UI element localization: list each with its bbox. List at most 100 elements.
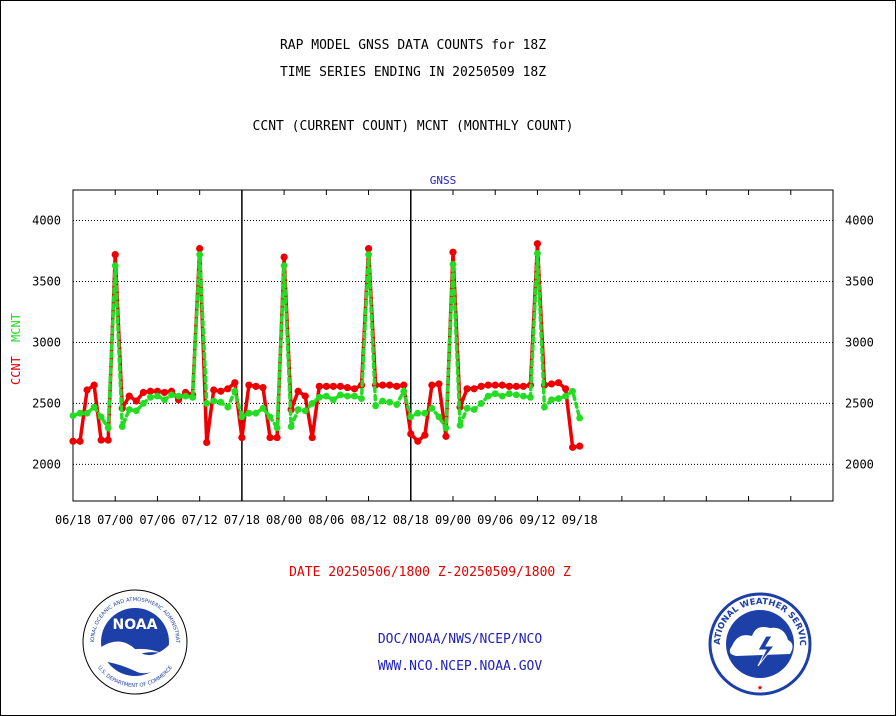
x-tick-label: 09/12 — [519, 513, 555, 527]
ccnt-point — [428, 381, 436, 389]
ccnt-point — [132, 397, 140, 405]
ccnt-point — [561, 385, 570, 393]
mcnt-point — [217, 398, 225, 406]
mcnt-point — [505, 390, 513, 398]
mcnt-point — [245, 409, 253, 417]
series-line-mcnt — [71, 253, 582, 434]
mcnt-point — [118, 423, 126, 431]
ccnt-point — [210, 386, 218, 394]
mcnt-point — [161, 396, 168, 404]
mcnt-point — [534, 250, 541, 257]
ccnt-point — [301, 392, 309, 400]
ccnt-point — [83, 386, 91, 394]
website-link[interactable]: WWW.NCO.NCEP.NOAA.GOV — [377, 659, 543, 674]
chart-title-line3: CCNT (CURRENT COUNT) MCNT (MONTHLY COUNT… — [252, 119, 574, 134]
mcnt-point — [83, 409, 91, 417]
y-axis-label-ccnt: CCNT — [9, 356, 23, 385]
x-tick-label: 08/06 — [308, 513, 344, 527]
ccnt-point — [393, 382, 401, 390]
series-line-ccnt — [73, 241, 580, 450]
y-tick-label-left: 2000 — [32, 457, 61, 471]
mcnt-point — [97, 413, 105, 421]
mcnt-point — [315, 393, 323, 401]
mcnt-point — [294, 406, 302, 413]
ccnt-point — [76, 437, 84, 445]
x-tick-label: 09/18 — [562, 513, 598, 527]
org-path-link[interactable]: DOC/NOAA/NWS/NCEP/NCO — [377, 632, 543, 647]
mcnt-point — [287, 423, 295, 431]
ccnt-point — [449, 248, 457, 256]
ccnt-point — [547, 380, 556, 388]
ccnt-point — [576, 442, 584, 450]
x-tick-label: 07/06 — [139, 513, 175, 527]
mcnt-point — [76, 409, 84, 417]
mcnt-point — [428, 404, 436, 412]
mcnt-point — [196, 251, 204, 259]
mcnt-point — [442, 424, 450, 432]
mcnt-point — [414, 409, 422, 417]
ccnt-point — [442, 432, 450, 440]
ccnt-point — [484, 381, 492, 389]
mcnt-point — [231, 387, 239, 395]
x-tick-label: 07/00 — [97, 513, 133, 527]
ccnt-point — [407, 430, 415, 438]
mcnt-point — [527, 393, 534, 401]
ccnt-point — [322, 382, 330, 390]
ccnt-point — [69, 437, 77, 445]
y-tick-label-left: 3500 — [32, 274, 61, 288]
chart-title-line1: RAP MODEL GNSS DATA COUNTS for 18Z — [279, 38, 547, 53]
y-axis-label-mcnt: MCNT — [9, 313, 23, 342]
y-tick-label-right: 2000 — [845, 457, 874, 471]
gnss-chart: 2000 2000 2500 2500 3000 3000 3500 3500 4000 4000… — [9, 174, 874, 527]
ccnt-point — [231, 379, 239, 387]
mcnt-point — [252, 409, 260, 417]
ccnt-point — [498, 381, 506, 389]
ccnt-point — [533, 240, 542, 248]
mcnt-point — [238, 413, 246, 421]
y-tick-label-right: 3000 — [845, 335, 874, 349]
mcnt-point — [322, 392, 330, 400]
ccnt-point — [308, 433, 316, 442]
mcnt-point — [477, 400, 485, 407]
date-range-label: DATE 20250506/1800 Z-20250509/1800 Z — [289, 565, 571, 580]
mcnt-point — [393, 401, 401, 409]
ccnt-point — [364, 244, 373, 253]
ccnt-point — [90, 381, 98, 389]
ccnt-point — [519, 382, 527, 390]
mcnt-point — [548, 396, 555, 404]
ccnt-point — [238, 433, 246, 442]
ccnt-point — [463, 385, 471, 393]
plot-area — [72, 189, 834, 502]
mcnt-point — [372, 402, 379, 410]
mcnt-point — [541, 403, 548, 411]
mcnt-point — [470, 406, 478, 413]
mcnt-point — [555, 395, 562, 402]
mcnt-point — [329, 396, 337, 404]
mcnt-point — [365, 251, 372, 259]
ccnt-point — [470, 385, 478, 393]
mcnt-point — [104, 424, 112, 432]
noaa-logo: NOAA NATIONAL OCEANIC AND ATMOSPHERIC AD… — [80, 587, 188, 695]
ccnt-point — [224, 385, 232, 393]
mcnt-point — [491, 390, 499, 398]
mcnt-point — [386, 398, 394, 406]
ccnt-point — [146, 387, 155, 395]
y-tick-label-right: 4000 — [845, 213, 874, 227]
ccnt-point — [350, 385, 359, 393]
mcnt-point — [280, 262, 288, 270]
ccnt-point — [386, 381, 394, 389]
ccnt-point — [512, 382, 520, 390]
ccnt-point — [252, 382, 260, 390]
mcnt-point — [189, 393, 197, 401]
mcnt-point — [182, 392, 189, 400]
ccnt-point — [217, 387, 225, 395]
ccnt-point — [104, 436, 112, 444]
chart-title-line2: TIME SERIES ENDING IN 20250509 18Z — [279, 65, 547, 80]
ccnt-point — [139, 388, 147, 397]
x-tick-label: 07/18 — [224, 513, 260, 527]
mcnt-point — [576, 414, 584, 422]
mcnt-point — [337, 391, 344, 399]
ccnt-point — [111, 251, 119, 259]
mcnt-point — [259, 404, 267, 412]
mcnt-point — [139, 400, 147, 407]
